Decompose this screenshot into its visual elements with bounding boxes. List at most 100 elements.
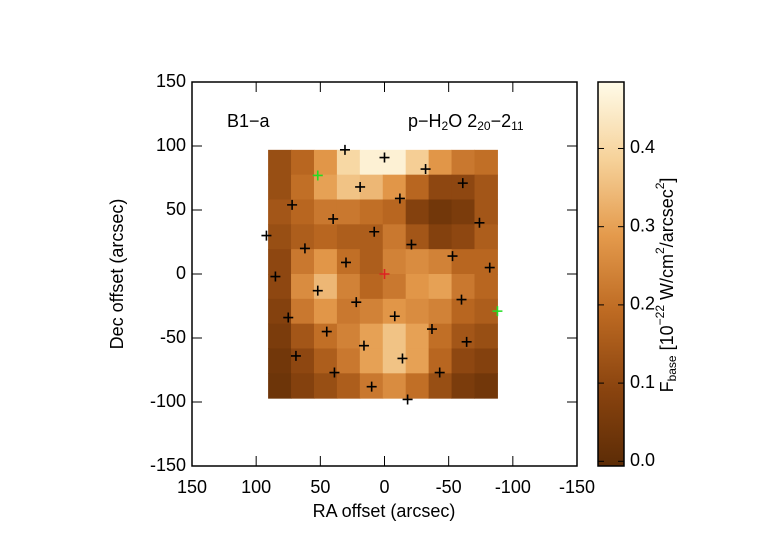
heatmap-cell <box>405 249 430 275</box>
marker <box>434 367 445 378</box>
heatmap-cell <box>405 224 430 250</box>
heatmap-cell <box>268 174 292 201</box>
heatmap-cell <box>474 348 498 374</box>
marker <box>379 152 390 163</box>
heatmap-cell <box>428 224 453 250</box>
heatmap-cell <box>268 274 292 300</box>
heatmap-cell <box>474 199 498 225</box>
heatmap-cell <box>336 149 361 176</box>
colorbar-label-part: /arcsec <box>657 189 677 247</box>
x-tick-label: 0 <box>379 477 389 497</box>
colorbar-label-part: base <box>665 355 679 381</box>
x-tick-label: 50 <box>310 477 330 497</box>
annotation: B1−a <box>227 111 271 131</box>
x-tick-label: -150 <box>559 477 595 497</box>
colorbar-label-part: [10 <box>657 325 677 355</box>
heatmap-cell <box>474 174 498 201</box>
heatmap-cell <box>451 373 476 399</box>
colorbar-tick-label: 0.1 <box>630 372 655 392</box>
heatmap-cell <box>313 298 338 325</box>
y-tick-label: -150 <box>150 455 186 475</box>
marker <box>329 367 340 378</box>
marker <box>369 226 380 237</box>
colorbar-label: Fbase [10−22 W/cm2/arcsec2] <box>653 178 679 393</box>
heatmap-cell <box>428 323 453 349</box>
marker <box>299 243 310 254</box>
marker <box>312 170 323 181</box>
heatmap-cell <box>291 199 315 225</box>
marker <box>397 353 408 364</box>
y-axis-label: Dec offset (arcsec) <box>107 199 127 350</box>
heatmap-cell <box>336 298 361 325</box>
heatmap-cell <box>451 298 476 325</box>
heatmap-cell <box>428 348 453 374</box>
colorbar-label-part: −22 <box>653 305 667 326</box>
heatmap-cell <box>405 298 430 325</box>
annotation-part: 2 <box>442 119 449 133</box>
heatmap-cell <box>451 323 476 349</box>
heatmap-cell <box>359 323 384 349</box>
heatmap-cell <box>428 199 453 225</box>
heatmap-cell <box>428 249 453 275</box>
heatmap-cell <box>382 274 407 300</box>
heatmap-cell <box>451 199 476 225</box>
y-tick-label: 0 <box>176 263 186 283</box>
x-tick-label: -50 <box>436 477 462 497</box>
heatmap-cell <box>451 224 476 250</box>
x-axis-label: RA offset (arcsec) <box>313 501 456 521</box>
marker <box>358 340 369 351</box>
marker <box>366 381 377 392</box>
heatmap-cell <box>382 224 407 250</box>
marker <box>339 144 350 155</box>
heatmap-cell <box>359 174 384 201</box>
colorbar-tick-label: 0.4 <box>630 137 655 157</box>
marker <box>447 251 458 262</box>
heatmap-cell <box>291 348 315 374</box>
heatmap-cell <box>428 373 453 399</box>
heatmap-cell <box>291 224 315 250</box>
marker <box>406 239 417 250</box>
heatmap-cell <box>428 274 453 300</box>
heatmap-cell <box>405 174 430 201</box>
heatmap-cell <box>405 199 430 225</box>
annotation: p−H2O 220−211 <box>408 111 524 133</box>
heatmap-cell <box>336 373 361 399</box>
heatmap-cell <box>291 323 315 349</box>
heatmap-cell <box>428 149 453 176</box>
heatmap-cell <box>268 149 292 176</box>
heatmap-cell <box>359 224 384 250</box>
heatmap-cell <box>313 149 338 176</box>
colorbar-label-part: 2 <box>653 247 667 254</box>
colorbar-label-part: F <box>657 381 677 392</box>
heatmap-cell <box>474 224 498 250</box>
heatmap-cell <box>359 199 384 225</box>
annotation-part: −2 <box>491 111 512 131</box>
marker <box>290 350 301 361</box>
annotation-part: B1−a <box>227 111 271 131</box>
heatmap-cell <box>291 274 315 300</box>
y-tick-label: 50 <box>166 199 186 219</box>
heatmap-cell <box>359 298 384 325</box>
heatmap-cell <box>451 274 476 300</box>
colorbar <box>597 81 625 467</box>
heatmap-cell <box>382 249 407 275</box>
heatmap-cell <box>268 199 292 225</box>
annotation-part: p−H <box>408 111 442 131</box>
x-tick-label: 100 <box>241 477 271 497</box>
heatmap-cell <box>405 274 430 300</box>
marker <box>420 164 431 175</box>
heatmap-cell <box>382 199 407 225</box>
heatmap-cell <box>291 149 315 176</box>
heatmap-cell <box>336 174 361 201</box>
colorbar-label-part: W/cm <box>657 254 677 305</box>
marker <box>379 269 390 279</box>
heatmap-cell <box>291 249 315 275</box>
heatmap-cell <box>313 274 338 300</box>
colorbar-tick-label: 0.3 <box>630 215 655 235</box>
marker <box>270 271 281 282</box>
heatmap-cell <box>474 373 498 399</box>
annotation-part: 11 <box>511 119 524 133</box>
colorbar-tick-label: 0.0 <box>630 450 655 470</box>
heatmap-cell <box>336 274 361 300</box>
